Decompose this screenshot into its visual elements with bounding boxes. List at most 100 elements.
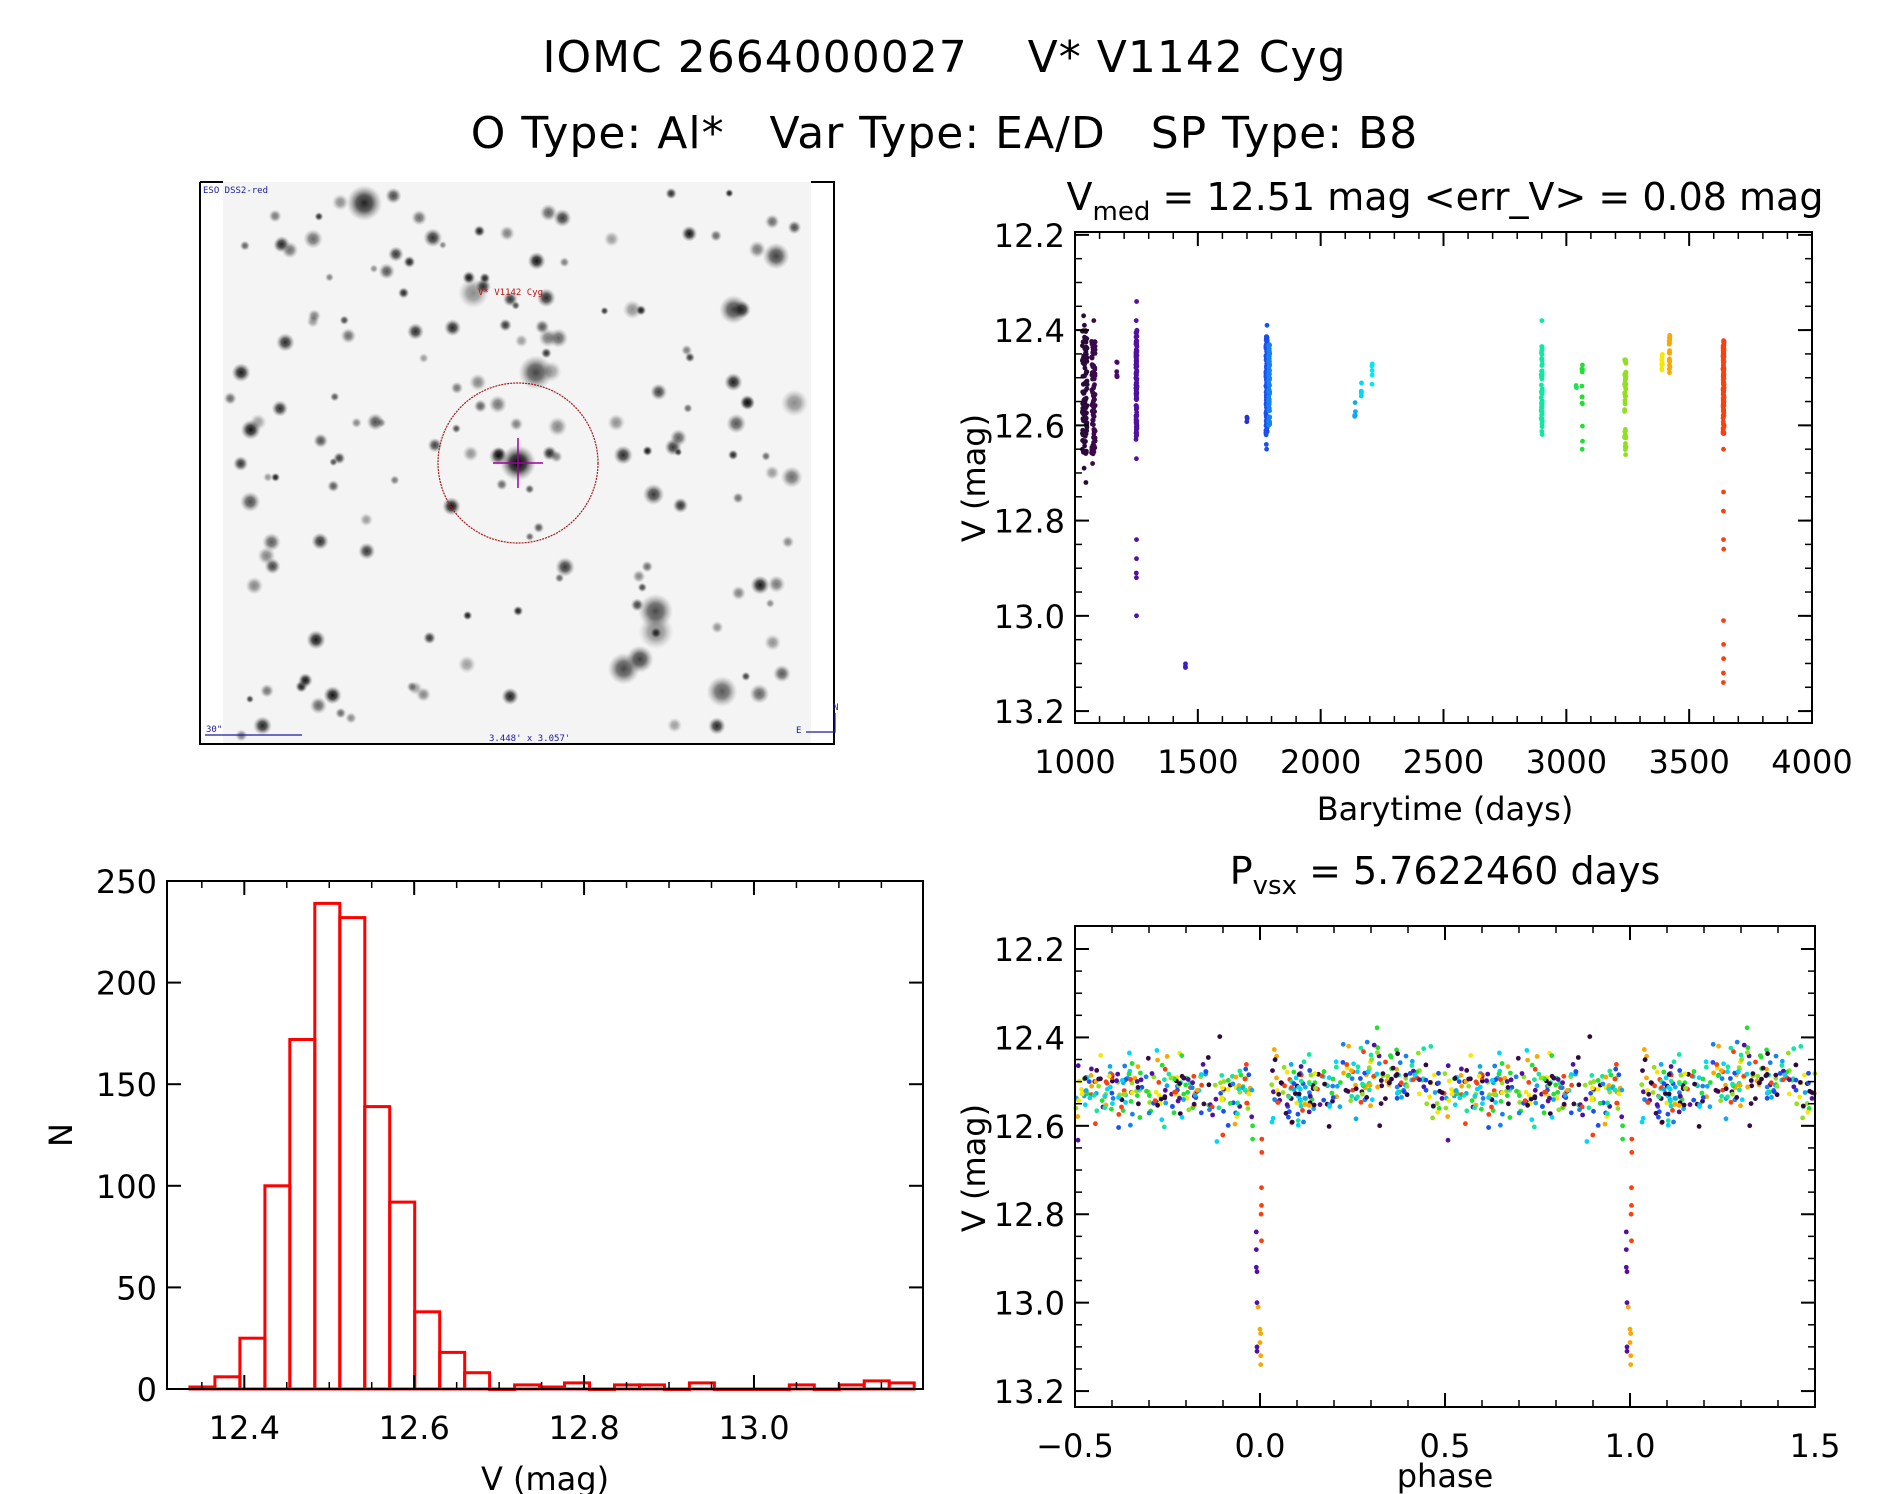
star bbox=[427, 437, 443, 453]
data-point bbox=[1539, 344, 1545, 349]
data-point bbox=[1734, 1095, 1740, 1100]
eclipse-point bbox=[1258, 1211, 1264, 1217]
data-point bbox=[1623, 386, 1629, 392]
data-point bbox=[1162, 1066, 1168, 1072]
data-point bbox=[1283, 1110, 1289, 1116]
data-point bbox=[1579, 383, 1585, 389]
data-point bbox=[1345, 1089, 1351, 1094]
data-point bbox=[1477, 1064, 1483, 1069]
data-point bbox=[1296, 1072, 1302, 1077]
data-point bbox=[1075, 1114, 1081, 1119]
data-point bbox=[1430, 1103, 1436, 1109]
data-point bbox=[1162, 1094, 1168, 1099]
data-point bbox=[1651, 1064, 1657, 1070]
star bbox=[415, 687, 431, 702]
star bbox=[767, 575, 786, 593]
star bbox=[641, 560, 654, 573]
data-point bbox=[1556, 1107, 1562, 1113]
star bbox=[525, 532, 535, 542]
data-point bbox=[1326, 1075, 1332, 1081]
data-point bbox=[1785, 1050, 1791, 1056]
data-point bbox=[1103, 1079, 1109, 1085]
data-point bbox=[1490, 1108, 1496, 1113]
data-point bbox=[1421, 1084, 1427, 1090]
y-tick-label: 13.0 bbox=[994, 598, 1065, 636]
data-point bbox=[1622, 394, 1628, 400]
data-point bbox=[1114, 369, 1120, 374]
star bbox=[325, 272, 334, 282]
star bbox=[667, 717, 683, 733]
data-point bbox=[1288, 1062, 1294, 1067]
data-point bbox=[1191, 1073, 1197, 1079]
data-point bbox=[1741, 1042, 1747, 1048]
data-point bbox=[1286, 1094, 1292, 1100]
star bbox=[314, 212, 324, 221]
data-point bbox=[1721, 431, 1727, 436]
star bbox=[397, 287, 410, 299]
data-point bbox=[1081, 412, 1087, 417]
data-point bbox=[1659, 1119, 1665, 1125]
data-point bbox=[1806, 1070, 1811, 1076]
data-point bbox=[1133, 437, 1139, 442]
data-point bbox=[1721, 670, 1726, 676]
data-point bbox=[1416, 1091, 1422, 1097]
data-point bbox=[1738, 1103, 1743, 1109]
data-point bbox=[1181, 1091, 1187, 1097]
data-point bbox=[1434, 1101, 1440, 1106]
data-point bbox=[1737, 1082, 1743, 1088]
data-point bbox=[1721, 680, 1726, 685]
data-point bbox=[1798, 1044, 1804, 1049]
data-point bbox=[1703, 1064, 1709, 1070]
data-point bbox=[1644, 1088, 1650, 1093]
data-point bbox=[1648, 1080, 1654, 1086]
data-point bbox=[1667, 370, 1672, 376]
data-point bbox=[1090, 461, 1095, 466]
data-point bbox=[1436, 1070, 1441, 1076]
eclipse-point bbox=[1259, 1203, 1264, 1208]
plot-frame bbox=[1074, 925, 1816, 1408]
data-point bbox=[1107, 1064, 1113, 1069]
data-point bbox=[1605, 1111, 1610, 1116]
star bbox=[495, 478, 508, 491]
light-curve-title-main: V bbox=[1067, 175, 1093, 219]
data-point bbox=[1156, 1093, 1162, 1098]
data-point bbox=[1489, 1097, 1495, 1103]
eclipse-point bbox=[1255, 1304, 1261, 1310]
chart-title-line2: O Type: Al* Var Type: EA/D SP Type: B8 bbox=[470, 108, 1419, 159]
data-point bbox=[1264, 429, 1270, 435]
data-point bbox=[1096, 1076, 1102, 1082]
data-point bbox=[1504, 1079, 1510, 1084]
y-tick-label: 12.8 bbox=[994, 1196, 1065, 1234]
star bbox=[311, 532, 329, 550]
data-point bbox=[1551, 1097, 1556, 1102]
data-point bbox=[1748, 1078, 1754, 1083]
data-point bbox=[1721, 424, 1727, 430]
star bbox=[423, 631, 436, 645]
data-point bbox=[1486, 1095, 1491, 1100]
data-point bbox=[1806, 1106, 1812, 1111]
data-point bbox=[1169, 1104, 1175, 1109]
data-point bbox=[1602, 1121, 1608, 1127]
data-point bbox=[1375, 1084, 1380, 1090]
data-point bbox=[1358, 393, 1364, 399]
data-point bbox=[1710, 1060, 1716, 1065]
star bbox=[638, 593, 674, 629]
data-point bbox=[1091, 385, 1096, 391]
data-point bbox=[1597, 1100, 1603, 1106]
data-point bbox=[1725, 1069, 1730, 1075]
x-tick-label: 13.0 bbox=[718, 1409, 789, 1447]
data-point bbox=[1423, 1077, 1429, 1083]
data-point bbox=[1539, 404, 1544, 410]
data-point bbox=[1177, 1081, 1182, 1086]
data-point bbox=[1134, 334, 1140, 339]
star bbox=[731, 585, 746, 601]
data-point bbox=[1748, 1101, 1754, 1106]
data-point bbox=[1466, 1076, 1472, 1082]
data-point bbox=[1308, 1072, 1314, 1078]
star bbox=[457, 655, 476, 674]
data-point bbox=[1728, 1099, 1734, 1105]
data-point bbox=[1721, 446, 1726, 452]
data-point bbox=[1432, 1090, 1438, 1095]
data-point bbox=[1164, 1054, 1170, 1059]
data-point bbox=[1168, 1075, 1174, 1081]
